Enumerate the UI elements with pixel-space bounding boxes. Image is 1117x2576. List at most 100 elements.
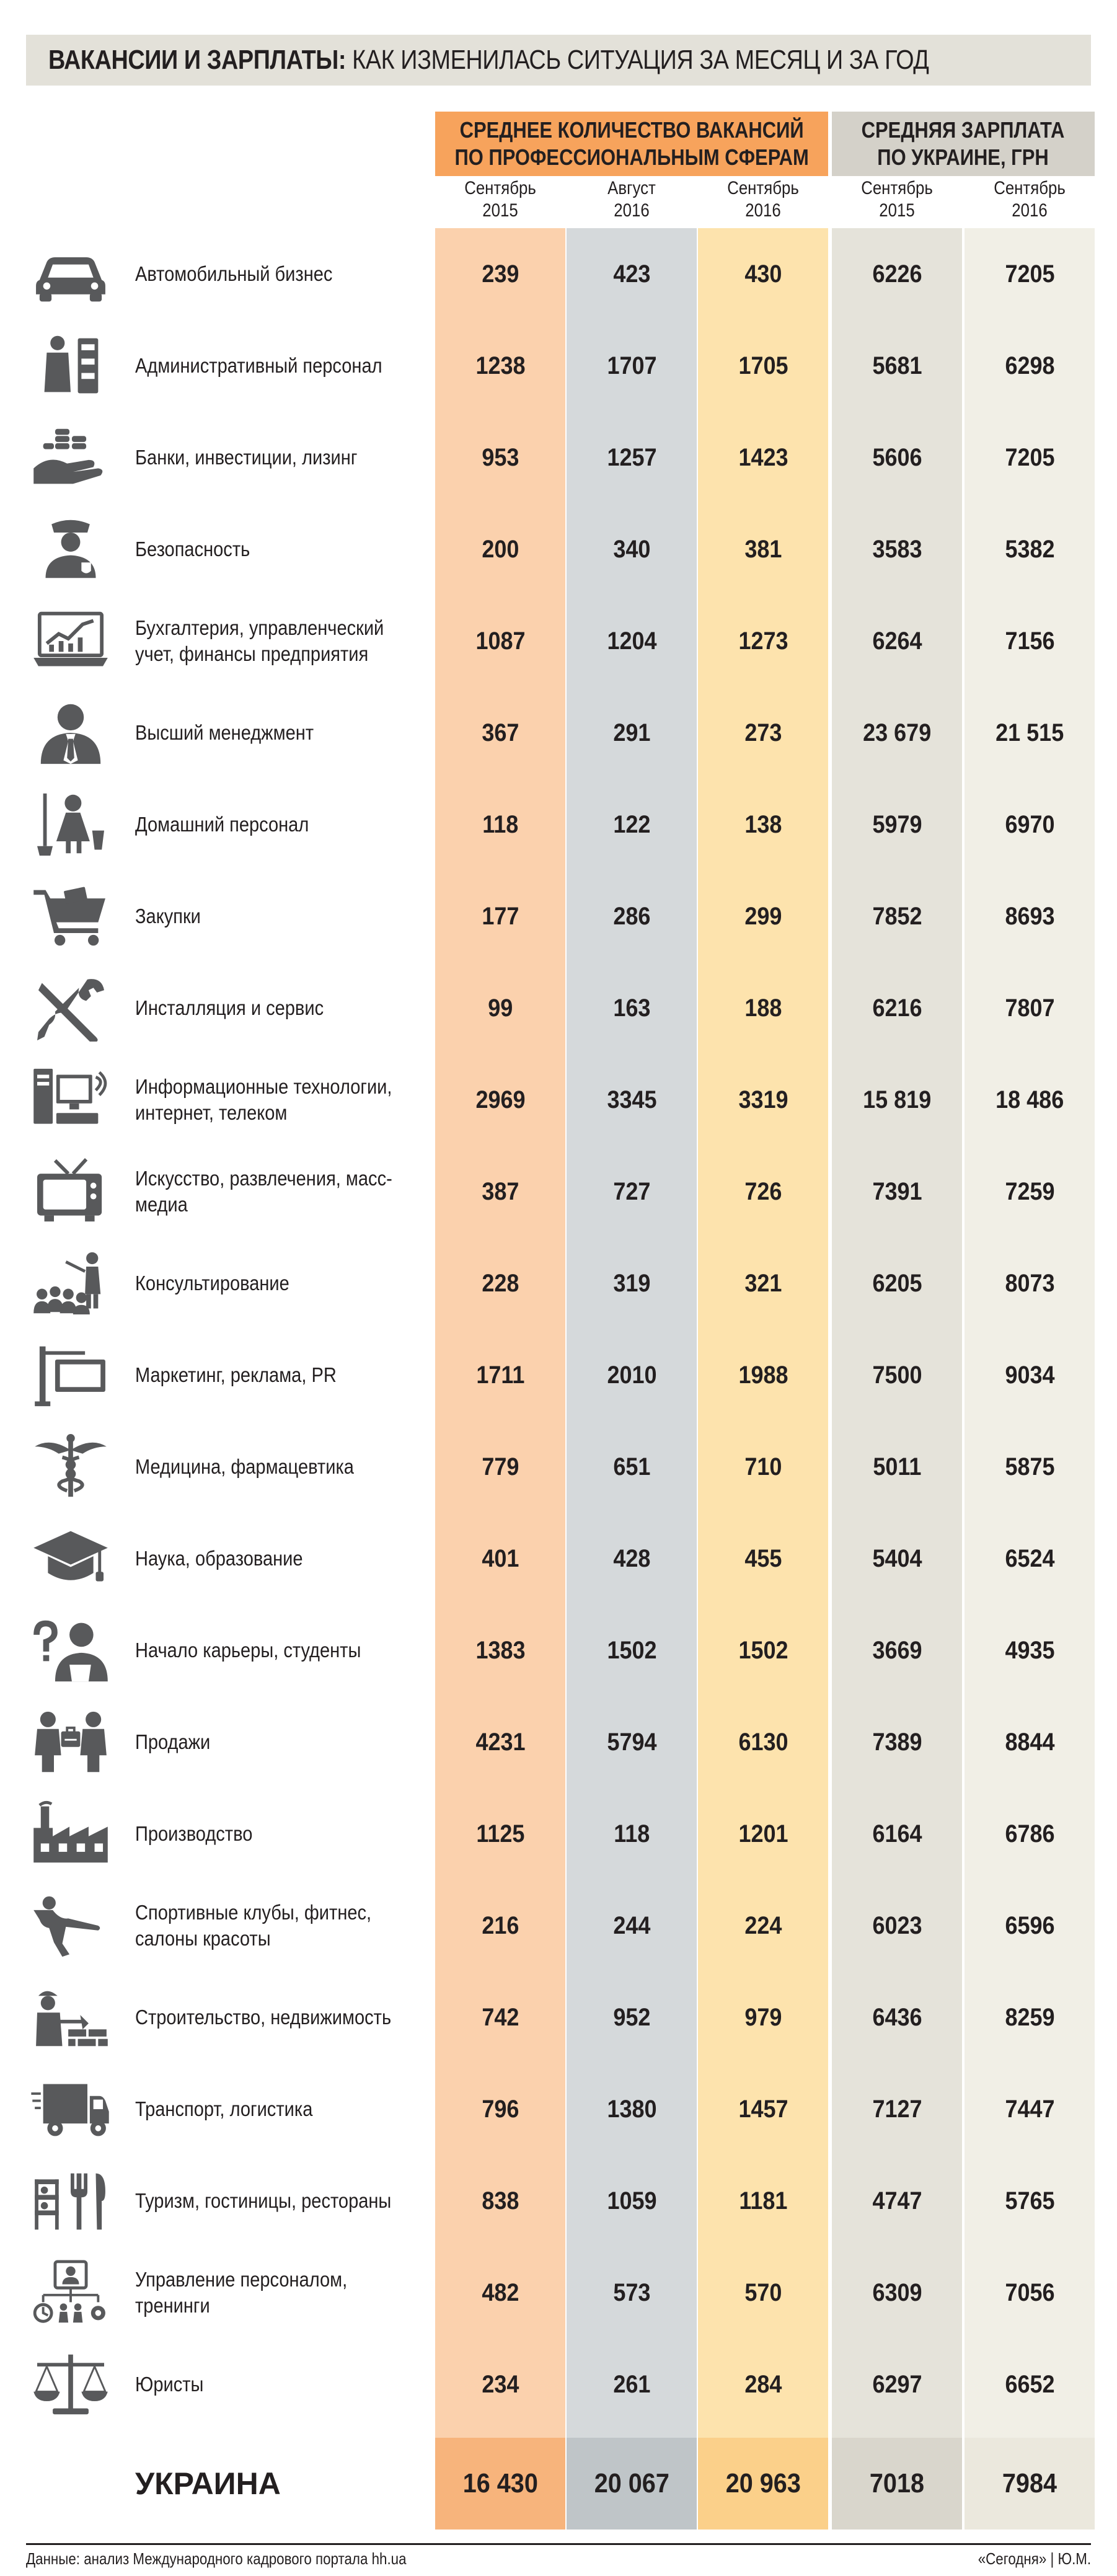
caduceus-icon	[30, 1433, 112, 1500]
total-cell: 20 067	[567, 2438, 697, 2530]
row-label-text: Юристы	[135, 2373, 204, 2396]
table-cell-value: 573	[612, 2279, 651, 2306]
table-cell: 651	[567, 1421, 697, 1513]
table-cell-value: 6970	[1004, 811, 1055, 838]
table-cell: 381	[698, 503, 828, 595]
table-cell-value: 7056	[1004, 2279, 1055, 2306]
table-row: Закупки 177 286 299 7852 8693	[0, 870, 1117, 962]
table-cell: 5382	[965, 503, 1095, 595]
fitness-icon	[30, 1892, 112, 1959]
table-cell: 6023	[832, 1880, 962, 1972]
row-label-text: Медицина, фармацевтика	[135, 1455, 354, 1478]
column-background	[832, 228, 962, 2438]
credit-note: «Сегодня» | Ю.М.	[978, 2549, 1091, 2568]
table-cell: 1380	[567, 2063, 697, 2155]
total-column-background	[435, 2438, 565, 2530]
table-cell: 4231	[435, 1696, 565, 1788]
table-cell: 188	[698, 962, 828, 1054]
col-head-year: 2015	[482, 200, 518, 221]
row-label: Высший менеджмент	[135, 687, 433, 779]
table-cell-value: 6205	[872, 1270, 922, 1297]
row-label: Информационные технологии, интернет, тел…	[135, 1054, 433, 1146]
scales-icon	[30, 2351, 112, 2418]
table-cell: 6130	[698, 1696, 828, 1788]
row-label-text: Банки, инвестиции, лизинг	[135, 446, 358, 469]
row-label-text: Строительство, недвижимость	[135, 2006, 392, 2029]
row-label: Медицина, фармацевтика	[135, 1421, 433, 1513]
table-cell: 1502	[567, 1604, 697, 1696]
table-cell: 6164	[832, 1788, 962, 1880]
table-cell: 5606	[832, 412, 962, 503]
table-cell: 387	[435, 1146, 565, 1237]
tools-icon	[30, 975, 112, 1042]
table-cell: 1257	[567, 412, 697, 503]
col-head-vac-sep2015: Сентябрь 2015	[435, 177, 565, 227]
row-label: Продажи	[135, 1696, 433, 1788]
table-cell: 224	[698, 1880, 828, 1972]
col-head-month: Сентябрь	[727, 178, 799, 198]
table-cell-value: 952	[612, 2004, 651, 2031]
table-cell: 7391	[832, 1146, 962, 1237]
row-label: Инсталляция и сервис	[135, 962, 433, 1054]
table-row: Маркетинг, реклама, PR 1711 2010 1988 7500 90…	[0, 1329, 1117, 1421]
table-cell: 6309	[832, 2247, 962, 2339]
table-cell-value: 7500	[872, 1361, 922, 1389]
table-cell: 3319	[698, 1054, 828, 1146]
column-background	[698, 228, 828, 2438]
table-cell: 6786	[965, 1788, 1095, 1880]
table-cell: 340	[567, 503, 697, 595]
shopping-cart-icon	[30, 883, 112, 950]
factory-icon	[30, 1800, 112, 1867]
table-cell-value: 99	[487, 994, 513, 1022]
table-cell: 6297	[832, 2339, 962, 2430]
table-cell-value: 284	[744, 2371, 782, 2398]
table-cell-value: 1059	[606, 2187, 657, 2215]
table-cell: 482	[435, 2247, 565, 2339]
table-cell-value: 1457	[738, 2096, 788, 2123]
row-label: Спортивные клубы, фитнес, салоны красоты	[135, 1880, 433, 1972]
table-cell-value: 1238	[475, 352, 526, 379]
table-row: Информационные технологии, интернет, тел…	[0, 1054, 1117, 1146]
table-row: Автомобильный бизнес 239 423 430 6226 7205	[0, 228, 1117, 320]
footer-rule	[26, 2543, 1091, 2545]
table-cell-value: 6298	[1004, 352, 1055, 379]
table-cell-value: 239	[481, 260, 519, 288]
row-label: Закупки	[135, 870, 433, 962]
row-label-text: Домашний персонал	[135, 813, 309, 836]
row-label-text: Закупки	[135, 905, 201, 927]
table-cell: 367	[435, 687, 565, 779]
row-label-text: Безопасность	[135, 538, 250, 560]
table-cell-value: 1711	[475, 1361, 525, 1389]
column-background	[567, 228, 697, 2438]
table-row: Юристы 234 261 284 6297 6652	[0, 2339, 1117, 2430]
title-rest: КАК ИЗМЕНИЛАСЬ СИТУАЦИЯ ЗА МЕСЯЦ И ЗА ГО…	[346, 45, 929, 75]
table-cell: 6970	[965, 779, 1095, 870]
table-cell: 7807	[965, 962, 1095, 1054]
table-cell: 6226	[832, 228, 962, 320]
col-head-vac-aug2016: Август 2016	[567, 177, 697, 227]
total-column-background	[567, 2438, 697, 2530]
table-cell-value: 23 679	[862, 719, 932, 746]
salary-header-line-2: ПО УКРАИНЕ, ГРН	[877, 144, 1049, 170]
table-cell-value: 7259	[1004, 1178, 1055, 1205]
total-cell-value: 20 067	[594, 2468, 669, 2499]
table-cell: 261	[567, 2339, 697, 2430]
table-cell: 1238	[435, 320, 565, 412]
table-cell: 1707	[567, 320, 697, 412]
table-cell-value: 234	[481, 2371, 519, 2398]
table-cell-value: 2010	[606, 1361, 657, 1389]
col-head-year: 2016	[614, 200, 650, 221]
row-label: Домашний персонал	[135, 779, 433, 870]
row-label-text: Продажи	[135, 1730, 211, 1753]
table-cell-value: 428	[612, 1545, 651, 1572]
col-head-sal-sep2016: Сентябрь 2016	[965, 177, 1095, 227]
table-cell-value: 1125	[475, 1820, 525, 1848]
table-cell: 727	[567, 1146, 697, 1237]
table-cell: 5794	[567, 1696, 697, 1788]
coins-hand-icon	[30, 424, 112, 491]
vacancies-header-line-1: СРЕДНЕЕ КОЛИЧЕСТВО ВАКАНСИЙ	[459, 117, 804, 143]
table-cell-value: 726	[744, 1178, 782, 1205]
table-cell-value: 727	[612, 1178, 651, 1205]
table-cell: 244	[567, 1880, 697, 1972]
table-cell-value: 7447	[1004, 2096, 1055, 2123]
